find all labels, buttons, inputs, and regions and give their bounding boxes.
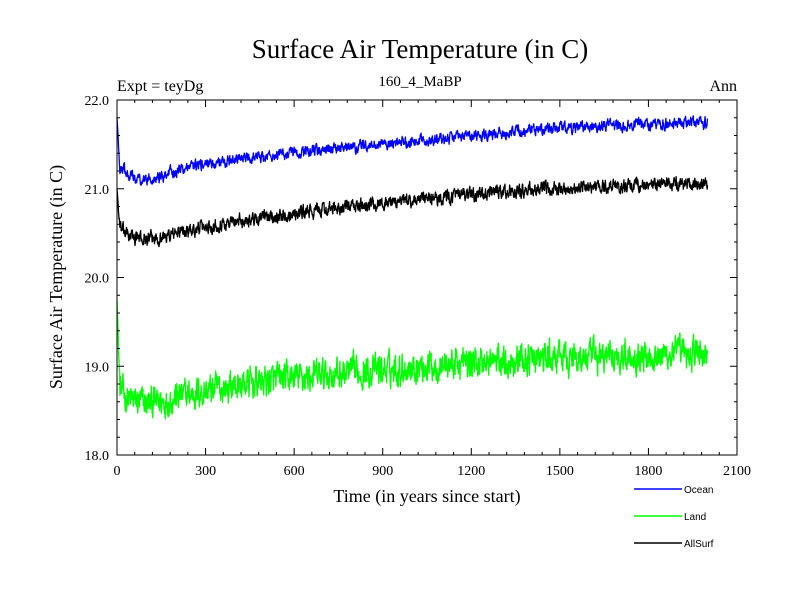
series-layer xyxy=(116,115,709,420)
chart-subtitle: 160_4_MaBP xyxy=(378,74,461,90)
x-tick-label: 300 xyxy=(195,464,216,479)
plot-frame xyxy=(116,99,738,456)
series-line-allsurf xyxy=(116,175,709,248)
x-tick-label: 0 xyxy=(114,464,121,479)
y-tick-label: 20.0 xyxy=(85,272,110,287)
y-tick-label: 18.0 xyxy=(85,449,110,464)
series-line-ocean xyxy=(116,115,709,186)
y-axis-label: Surface Air Temperature (in C) xyxy=(46,165,67,389)
x-axis-label: Time (in years since start) xyxy=(333,486,520,507)
legend-label-land: Land xyxy=(684,512,706,523)
axes-layer: 0 300 600 900 1200 1500 1800 2100 18.0 19.0 20.0 21… xyxy=(85,94,752,479)
x-tick-label: 1200 xyxy=(457,464,485,479)
y-tick-label: 22.0 xyxy=(85,94,110,109)
series-line-land xyxy=(116,299,709,420)
x-tick-label: 1500 xyxy=(546,464,574,479)
y-tick-label: 21.0 xyxy=(85,183,110,198)
x-tick-label: 1800 xyxy=(634,464,662,479)
x-tick-label: 600 xyxy=(284,464,305,479)
legend: Ocean Land AllSurf xyxy=(634,485,714,550)
legend-label-ocean: Ocean xyxy=(684,485,713,496)
y-tick-label: 19.0 xyxy=(85,360,110,375)
experiment-label: Expt = teyDg xyxy=(117,78,203,95)
legend-label-allsurf: AllSurf xyxy=(684,539,714,550)
x-tick-label: 900 xyxy=(372,464,393,479)
x-tick-label: 2100 xyxy=(723,464,751,479)
chart-title: Surface Air Temperature (in C) xyxy=(252,34,589,64)
season-label: Ann xyxy=(709,78,737,95)
